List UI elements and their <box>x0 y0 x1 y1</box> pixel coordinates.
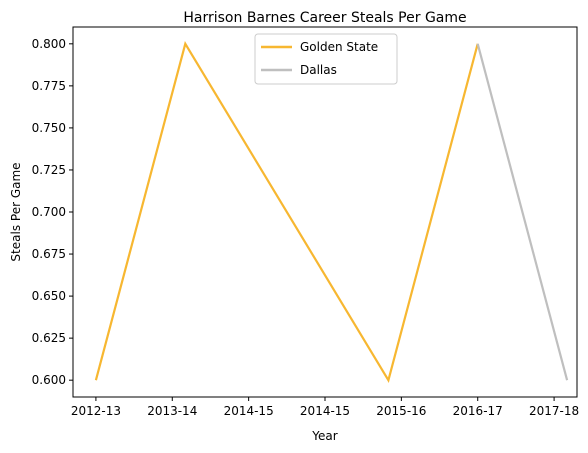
x-tick-label: 2017-18 <box>529 404 579 418</box>
x-tick-label: 2016-17 <box>453 404 503 418</box>
x-axis: 2012-13 2013-14 2014-15 2014-15 2015-16 2016-… <box>71 397 579 418</box>
x-tick-label: 2013-14 <box>147 404 197 418</box>
series-line-golden-state <box>94 41 479 383</box>
legend: Golden State Dallas <box>254 33 398 85</box>
y-tick-label: 0.725 <box>32 163 66 177</box>
series-line-dallas <box>476 43 569 381</box>
y-tick-label: 0.675 <box>32 247 66 261</box>
y-tick-label: 0.600 <box>32 373 66 387</box>
y-tick-label: 0.775 <box>32 79 66 93</box>
chart-title: Harrison Barnes Career Steals Per Game <box>183 10 466 26</box>
series-layer <box>94 41 569 383</box>
legend-label-golden-state: Golden State <box>300 40 378 54</box>
x-tick-label: 2014-15 <box>300 404 350 418</box>
y-axis: 0.600 0.625 0.650 0.675 0.700 0.725 0.750 0.775… <box>32 37 73 387</box>
y-tick-label: 0.650 <box>32 289 66 303</box>
y-tick-label: 0.700 <box>32 205 66 219</box>
legend-label-dallas: Dallas <box>300 63 337 77</box>
y-tick-label: 0.625 <box>32 331 66 345</box>
x-tick-label: 2014-15 <box>224 404 274 418</box>
y-tick-label: 0.800 <box>32 37 66 51</box>
y-tick-label: 0.750 <box>32 121 66 135</box>
y-axis-title: Steals Per Game <box>9 162 23 261</box>
x-tick-label: 2015-16 <box>376 404 426 418</box>
x-tick-label: 2012-13 <box>71 404 121 418</box>
x-axis-title: Year <box>311 429 337 443</box>
